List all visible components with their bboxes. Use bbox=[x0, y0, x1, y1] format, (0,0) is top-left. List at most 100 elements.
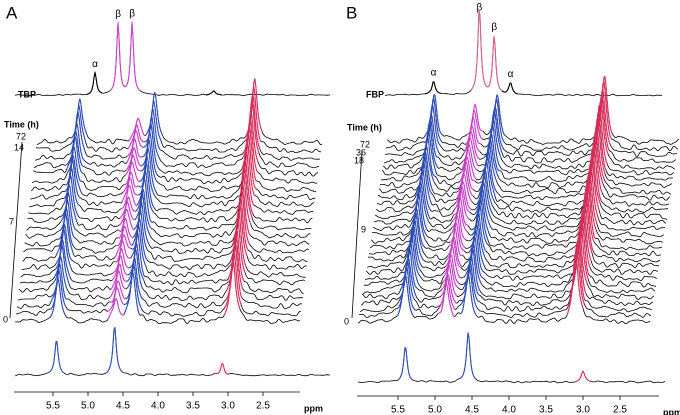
reference-label: TBP bbox=[18, 89, 36, 99]
x-tick-label: 2.5 bbox=[256, 401, 270, 412]
peak bbox=[48, 277, 66, 319]
peak bbox=[111, 255, 129, 281]
peak bbox=[52, 244, 70, 285]
peak bbox=[461, 137, 479, 170]
peak bbox=[49, 269, 67, 310]
peak bbox=[62, 165, 80, 206]
time-title: Time (h) bbox=[347, 122, 382, 132]
peak bbox=[60, 184, 78, 223]
time-tick: 0 bbox=[344, 316, 349, 326]
peak bbox=[128, 233, 146, 278]
peak bbox=[70, 98, 88, 139]
spectrum-trace bbox=[14, 327, 331, 377]
peak bbox=[123, 161, 141, 186]
peak bbox=[138, 156, 156, 197]
peak bbox=[107, 287, 125, 312]
peak bbox=[141, 123, 159, 168]
x-tick-label: 5.5 bbox=[391, 405, 405, 415]
peak bbox=[442, 254, 460, 284]
peak-label: α bbox=[431, 68, 437, 79]
time-tick: 72 bbox=[16, 131, 26, 141]
peak bbox=[398, 260, 416, 302]
x-tick-label: 3.0 bbox=[576, 405, 590, 415]
peak bbox=[143, 108, 161, 150]
peak bbox=[424, 81, 442, 95]
peak bbox=[116, 218, 134, 239]
peak bbox=[116, 225, 133, 247]
peak bbox=[112, 248, 130, 274]
peak bbox=[138, 147, 156, 190]
peak bbox=[144, 101, 162, 143]
peak bbox=[452, 189, 470, 221]
peak bbox=[51, 256, 69, 297]
x-tick-label: 3.5 bbox=[186, 401, 200, 412]
peak bbox=[456, 166, 474, 199]
peak bbox=[574, 370, 592, 383]
spectrum-trace bbox=[14, 21, 331, 97]
peak bbox=[120, 185, 138, 210]
peak bbox=[127, 243, 145, 282]
peak bbox=[437, 282, 455, 317]
panel-letter: A bbox=[6, 3, 18, 22]
peak-label: β bbox=[477, 3, 483, 14]
peak bbox=[460, 144, 478, 173]
peak-label: β bbox=[115, 9, 121, 20]
time-tick: 9 bbox=[361, 224, 366, 234]
peak bbox=[130, 219, 148, 261]
peak bbox=[109, 280, 126, 303]
peak bbox=[213, 363, 231, 375]
peak bbox=[463, 125, 481, 154]
x-tick-label: 3.5 bbox=[539, 405, 553, 415]
peak bbox=[124, 154, 142, 176]
peak bbox=[67, 123, 85, 164]
spectrum-trace bbox=[35, 86, 321, 154]
peak-label: β bbox=[129, 8, 135, 19]
peak bbox=[110, 263, 128, 290]
peak-label: α bbox=[508, 69, 514, 80]
peak bbox=[119, 196, 137, 219]
peak bbox=[69, 105, 87, 145]
peak bbox=[109, 270, 127, 298]
peak bbox=[107, 297, 125, 320]
peak bbox=[443, 245, 461, 278]
peak bbox=[122, 171, 140, 193]
peak bbox=[142, 116, 160, 158]
peak bbox=[446, 227, 464, 260]
x-tick-label: 4.5 bbox=[465, 405, 479, 415]
peak bbox=[450, 204, 468, 235]
time-axis bbox=[9, 141, 23, 319]
peak bbox=[125, 258, 143, 300]
peak bbox=[223, 257, 241, 316]
x-tick-label: 5.5 bbox=[46, 401, 60, 412]
peak bbox=[125, 147, 143, 171]
peak bbox=[109, 22, 127, 92]
peak bbox=[68, 111, 86, 155]
peak bbox=[53, 240, 71, 278]
peak bbox=[133, 193, 151, 237]
peak bbox=[224, 249, 242, 308]
peak bbox=[454, 181, 472, 210]
time-tick: 72 bbox=[360, 139, 370, 149]
x-tick-label: 5.0 bbox=[428, 405, 442, 415]
peak bbox=[566, 253, 584, 316]
peak bbox=[460, 265, 478, 308]
peak bbox=[470, 10, 488, 91]
time-tick: 7 bbox=[9, 216, 14, 226]
x-axis-label: ppm bbox=[663, 407, 680, 415]
peak bbox=[114, 234, 132, 258]
peak-label: β bbox=[491, 22, 497, 33]
peak bbox=[124, 263, 142, 308]
time-title: Time (h) bbox=[4, 119, 39, 129]
peak bbox=[59, 192, 77, 231]
peak bbox=[396, 346, 414, 382]
peak bbox=[206, 90, 223, 96]
x-tick-label: 4.5 bbox=[116, 401, 130, 412]
peak bbox=[455, 173, 473, 203]
peak bbox=[140, 132, 158, 175]
peak bbox=[135, 176, 153, 223]
peak bbox=[128, 117, 146, 142]
time-tick: 0 bbox=[3, 314, 8, 324]
peak bbox=[54, 228, 72, 270]
peak bbox=[50, 263, 68, 303]
